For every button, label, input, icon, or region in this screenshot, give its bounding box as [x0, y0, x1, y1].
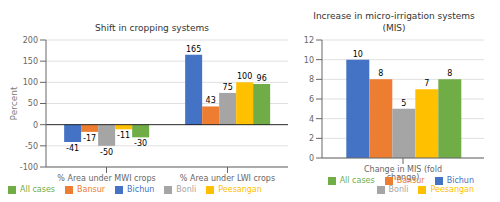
svg-text:0: 0 [33, 121, 38, 130]
svg-text:-17: -17 [83, 134, 96, 143]
svg-text:8: 8 [309, 75, 314, 84]
svg-text:96: 96 [257, 74, 267, 83]
svg-text:Percent: Percent [9, 86, 19, 120]
svg-text:-41: -41 [66, 144, 79, 153]
svg-text:8: 8 [447, 69, 452, 78]
svg-text:10: 10 [304, 56, 314, 65]
svg-text:-50: -50 [100, 148, 113, 157]
svg-text:-50: -50 [25, 142, 38, 151]
svg-text:% Area under MWI crops: % Area under MWI crops [57, 174, 155, 183]
svg-text:165: 165 [186, 45, 201, 54]
svg-text:12: 12 [304, 36, 314, 45]
svg-text:6: 6 [309, 95, 314, 104]
svg-text:5: 5 [401, 99, 406, 108]
svg-text:10: 10 [353, 50, 363, 59]
svg-text:-100: -100 [20, 163, 38, 172]
svg-text:2: 2 [309, 134, 314, 143]
svg-text:4: 4 [309, 115, 314, 124]
svg-text:75: 75 [223, 83, 233, 92]
svg-text:8: 8 [378, 69, 383, 78]
svg-text:200: 200 [23, 36, 38, 45]
svg-text:% Area under LWI crops: % Area under LWI crops [180, 174, 275, 183]
svg-text:150: 150 [23, 57, 38, 66]
svg-text:43: 43 [206, 96, 216, 105]
svg-text:7: 7 [424, 79, 429, 88]
svg-text:100: 100 [237, 72, 252, 81]
svg-text:-30: -30 [134, 139, 147, 148]
svg-text:Change in MIS (foldchange): Change in MIS (foldchange) [364, 165, 442, 182]
svg-text:-11: -11 [117, 131, 130, 140]
svg-text:100: 100 [23, 78, 38, 87]
svg-text:50: 50 [28, 99, 38, 108]
svg-text:0: 0 [309, 154, 314, 163]
